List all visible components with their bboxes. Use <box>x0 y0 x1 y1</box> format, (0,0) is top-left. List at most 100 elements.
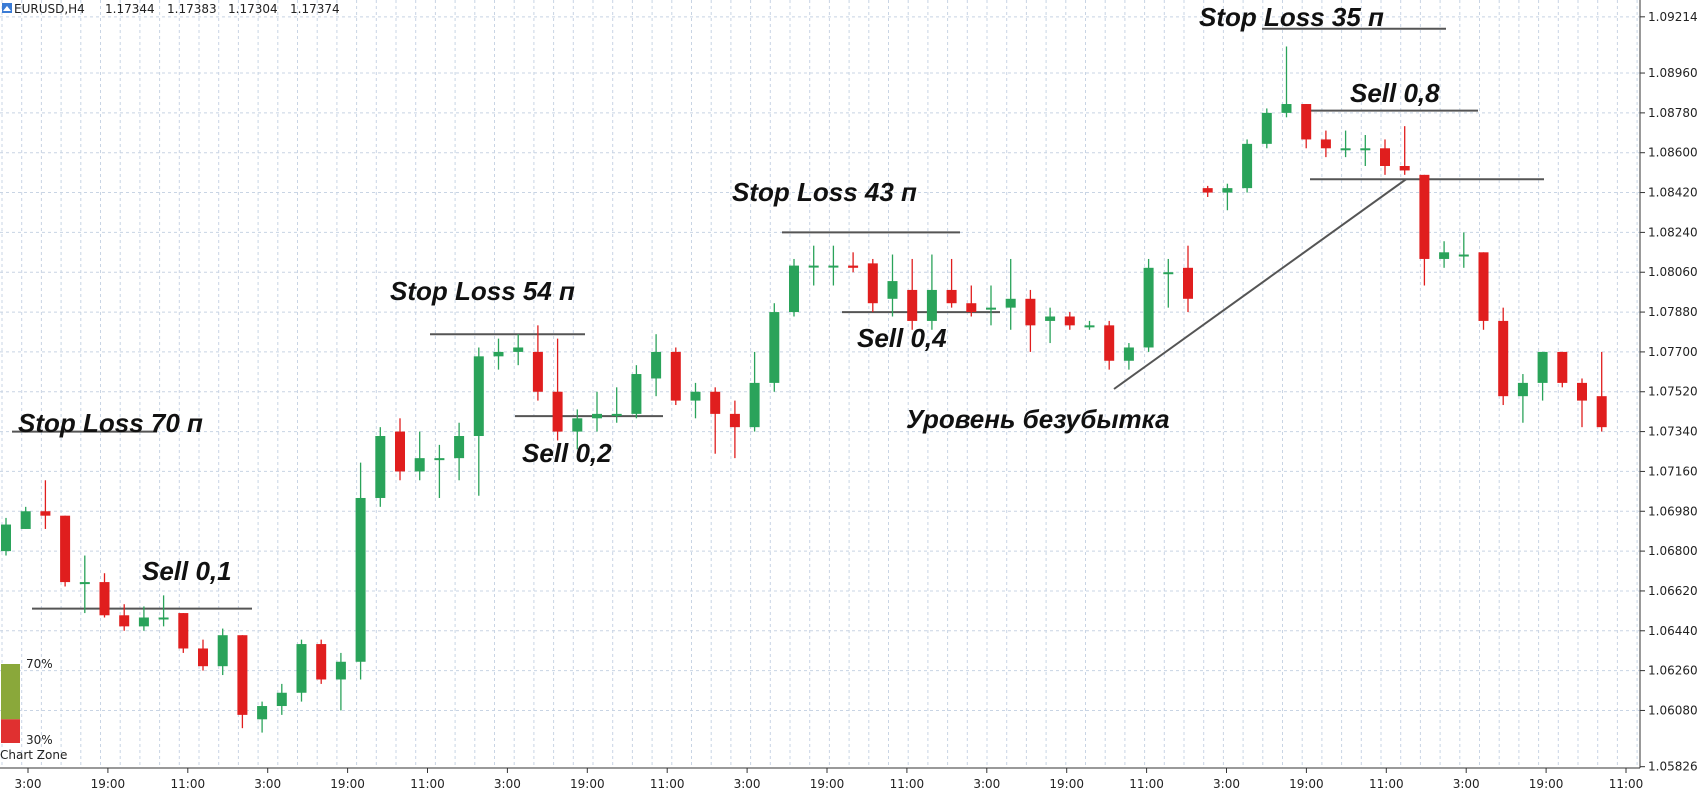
candle-body <box>276 692 287 707</box>
candle-body <box>1242 143 1253 189</box>
y-tick-label: 1.06440 <box>1648 624 1698 638</box>
candle-body <box>1458 254 1469 257</box>
y-tick-label: 1.08420 <box>1648 186 1698 200</box>
candle-body <box>119 615 130 627</box>
candle-body <box>395 431 405 472</box>
stop-loss-54-label: Stop Loss 54 п <box>390 276 575 306</box>
candle-body <box>808 265 819 268</box>
sell-01-label: Sell 0,1 <box>142 556 232 586</box>
candle-body <box>1320 139 1331 149</box>
y-tick-label: 1.08960 <box>1648 66 1698 80</box>
candle-body <box>355 497 366 662</box>
x-tick-label: 11:00 <box>890 777 925 791</box>
candle-body <box>907 289 918 321</box>
candle-body <box>20 511 31 529</box>
candle-body <box>335 661 346 680</box>
header-symbol: EURUSD,H4 <box>14 2 85 16</box>
candle-body <box>1301 104 1312 140</box>
candle-body <box>828 265 839 268</box>
candle-body <box>1123 347 1134 361</box>
candle-body <box>552 391 563 432</box>
candle-body <box>316 644 327 680</box>
candle-body <box>1281 104 1292 113</box>
x-tick-label: 3:00 <box>254 777 281 791</box>
x-tick-label: 3:00 <box>494 777 521 791</box>
grid-layer <box>0 0 1640 768</box>
y-tick-label: 1.06260 <box>1648 664 1698 678</box>
candle-body <box>296 644 307 693</box>
sell-04-label: Sell 0,4 <box>857 323 947 353</box>
candle-body <box>237 635 248 715</box>
y-tick-label: 1.08240 <box>1648 225 1698 239</box>
x-tick-label: 3:00 <box>15 777 42 791</box>
y-tick-label: 1.07520 <box>1648 385 1698 399</box>
x-tick-label: 19:00 <box>810 777 845 791</box>
candle-body <box>749 382 760 428</box>
y-tick-label: 1.08060 <box>1648 265 1698 279</box>
candle-body <box>710 391 721 414</box>
candles-layer <box>1 46 1607 733</box>
breakeven-pointer-line <box>1113 178 1407 390</box>
candle-body <box>1261 112 1272 144</box>
candle-body <box>867 263 878 304</box>
candle-body <box>1537 351 1548 383</box>
x-tick-label: 11:00 <box>650 777 685 791</box>
candle-body <box>1399 165 1410 171</box>
y-tick-label: 1.08780 <box>1648 106 1698 120</box>
candle-body <box>1045 316 1056 321</box>
candle-body <box>473 356 484 437</box>
candle-body <box>198 648 208 667</box>
candle-body <box>611 413 622 416</box>
candle-body <box>1183 267 1193 299</box>
candle-body <box>946 289 957 304</box>
candle-body <box>454 436 465 459</box>
candle-body <box>1478 252 1489 321</box>
x-tick-label: 11:00 <box>410 777 445 791</box>
y-tick-label: 1.05826 <box>1648 760 1698 774</box>
breakeven-label: Уровень безубытка <box>906 404 1170 434</box>
candle-body <box>158 617 169 620</box>
candle-body <box>769 312 780 383</box>
chart-zone-title: Chart Zone <box>0 748 67 762</box>
candle-body <box>1025 298 1036 326</box>
candle-body <box>434 458 445 461</box>
candle-body <box>1084 325 1095 328</box>
candle-body <box>1360 148 1371 151</box>
candle-body <box>1498 320 1509 397</box>
candle-body <box>572 418 583 432</box>
header-close: 1.17374 <box>290 2 340 16</box>
candle-body <box>79 582 90 585</box>
candle-body <box>789 265 799 313</box>
candle-body <box>1163 272 1174 275</box>
candle-body <box>532 351 543 392</box>
x-tick-label: 19:00 <box>1529 777 1564 791</box>
candle-body <box>670 351 681 401</box>
candle-body <box>138 617 149 627</box>
stop-loss-35-label: Stop Loss 35 п <box>1199 2 1384 32</box>
y-tick-label: 1.07160 <box>1648 464 1698 478</box>
candle-body <box>257 706 268 720</box>
x-tick-label: 3:00 <box>1213 777 1240 791</box>
sell-08-label: Sell 0,8 <box>1350 78 1440 108</box>
candle-body <box>178 613 189 649</box>
y-tick-label: 1.07340 <box>1648 425 1698 439</box>
candle-body <box>1143 267 1154 348</box>
candle-body <box>926 289 937 321</box>
candle-body <box>887 281 898 299</box>
candle-body <box>493 351 504 357</box>
candle-body <box>1380 148 1390 166</box>
candle-body <box>1517 382 1528 397</box>
y-tick-label: 1.06620 <box>1648 584 1698 598</box>
x-tick-label: 19:00 <box>91 777 126 791</box>
candle-body <box>375 436 386 498</box>
candle-body <box>513 347 524 352</box>
candle-body <box>1064 316 1075 326</box>
chart-zone-red-bar <box>1 719 20 743</box>
x-tick-label: 11:00 <box>1369 777 1404 791</box>
symbol-icon-arrow <box>3 6 11 11</box>
annotations-layer: Stop Loss 70 п Sell 0,1 Stop Loss 54 п Sell… <box>18 2 1440 586</box>
chart-zone-top-label: 70% <box>26 657 53 671</box>
